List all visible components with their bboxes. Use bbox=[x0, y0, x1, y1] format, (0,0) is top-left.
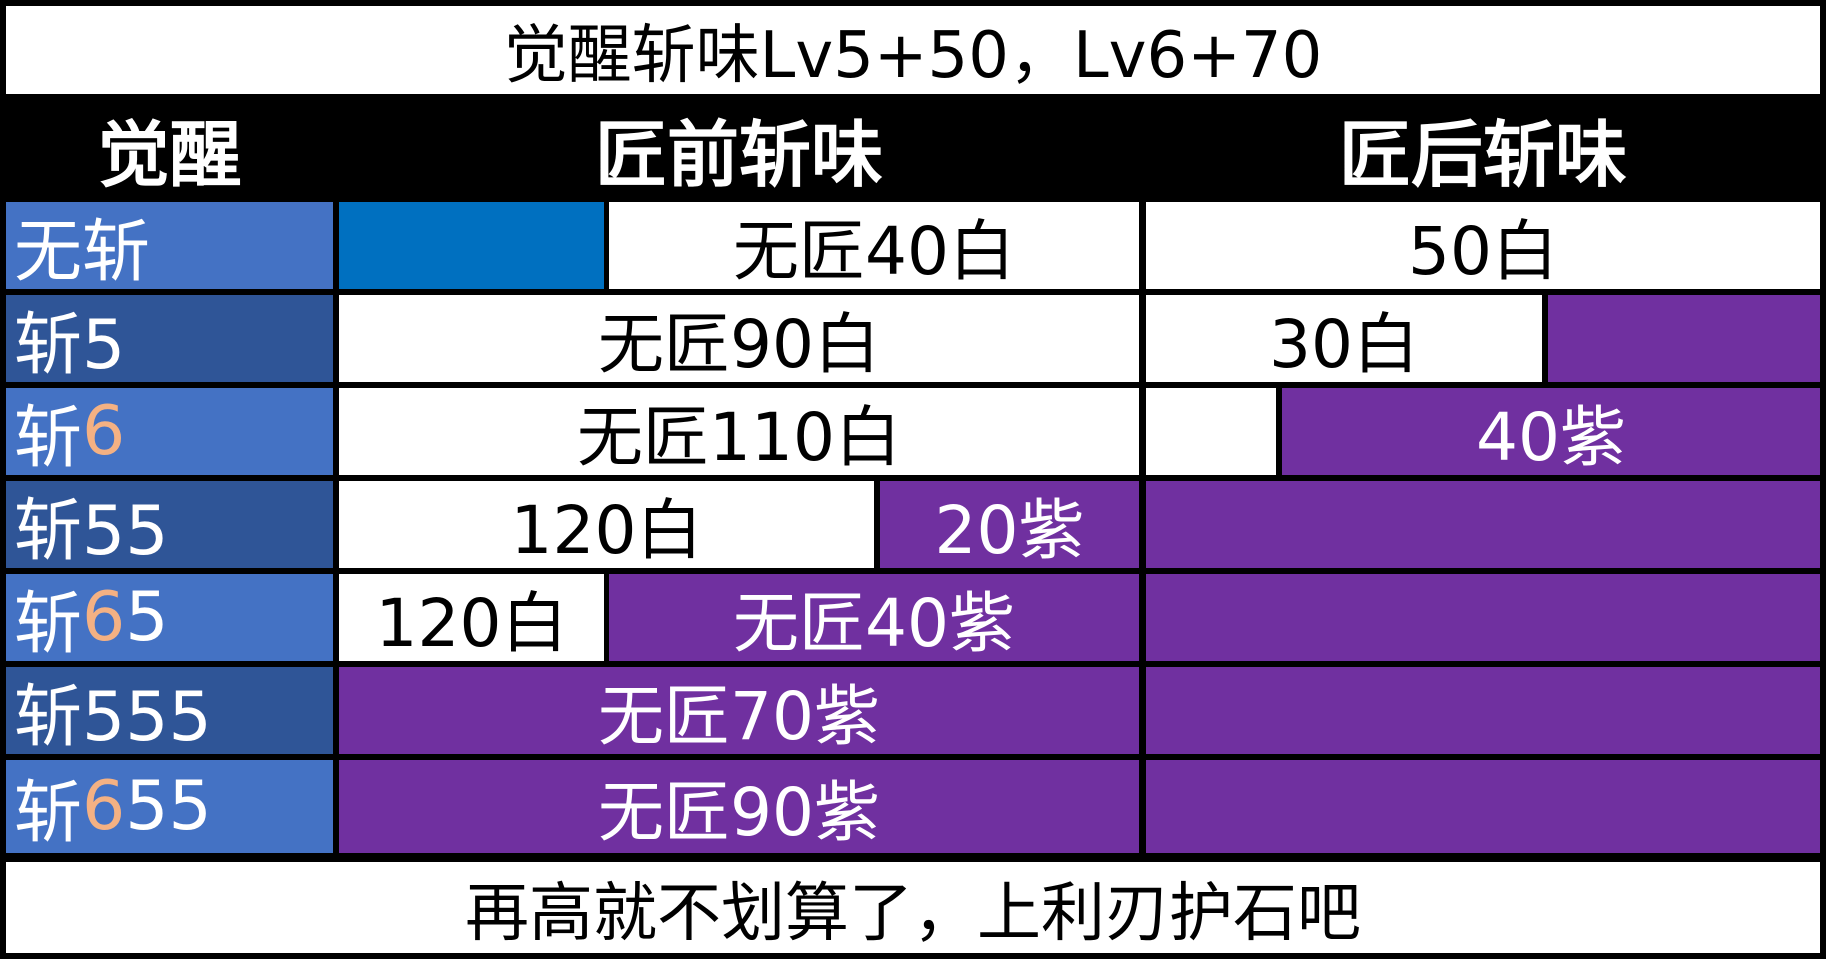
sharpness-purple-segment bbox=[1146, 481, 1820, 568]
header-awakening: 觉醒 bbox=[97, 112, 242, 197]
row-label-prefix: 斩55 bbox=[14, 492, 169, 571]
header-before-handicraft: 匠前斩味 bbox=[594, 112, 883, 197]
header-after-handicraft: 匠后斩味 bbox=[1338, 112, 1627, 197]
sharpness-cell-before-purple: 无匠40紫 bbox=[609, 574, 1139, 662]
row-label-3: 斩55 bbox=[6, 481, 333, 571]
page-title: 觉醒斩味Lv5+50，Lv6+70 bbox=[6, 6, 1820, 94]
sharpness-purple-segment bbox=[1146, 760, 1820, 853]
row-label-prefix: 斩 bbox=[14, 585, 83, 664]
sharpness-cell-before: 无匠90白 bbox=[339, 295, 1139, 383]
sharpness-purple-segment bbox=[1146, 574, 1820, 661]
sharpness-cell-before: 无匠70紫 bbox=[339, 667, 1139, 755]
row-label-suffix: 55 bbox=[125, 767, 212, 846]
row-label-highlight: 6 bbox=[82, 392, 126, 471]
sharpness-cell-before: 无匠110白 bbox=[339, 388, 1139, 476]
sharpness-cell-after-purple: 40紫 bbox=[1282, 388, 1820, 476]
sharpness-white-segment bbox=[1146, 388, 1276, 475]
row-label-prefix: 斩5 bbox=[14, 306, 126, 385]
row-label-6: 斩 6 55 bbox=[6, 760, 333, 853]
sharpness-cell-after: 50白 bbox=[1146, 202, 1820, 290]
sharpness-cell-before: 无匠40白 bbox=[609, 202, 1139, 290]
row-label-prefix: 无斩 bbox=[14, 213, 151, 292]
row-label-highlight: 6 bbox=[82, 578, 126, 657]
sharpness-cell-after-white: 30白 bbox=[1146, 295, 1542, 383]
row-label-prefix: 斩555 bbox=[14, 678, 212, 757]
row-label-0: 无斩 bbox=[6, 202, 333, 292]
sharpness-purple-segment bbox=[1146, 667, 1820, 754]
sharpness-blue-segment bbox=[339, 202, 604, 289]
row-label-prefix: 斩 bbox=[14, 774, 83, 853]
sharpness-cell-before-white: 120白 bbox=[339, 574, 604, 662]
row-label-5: 斩555 bbox=[6, 667, 333, 757]
sharpness-purple-segment bbox=[1548, 295, 1820, 382]
row-label-suffix: 5 bbox=[125, 578, 169, 657]
footer-note: 再高就不划算了，上利刃护石吧 bbox=[6, 862, 1820, 953]
sharpness-cell-before: 无匠90紫 bbox=[339, 760, 1139, 853]
row-label-1: 斩5 bbox=[6, 295, 333, 385]
row-label-prefix: 斩 bbox=[14, 399, 83, 478]
sharpness-cell-before-purple: 20紫 bbox=[880, 481, 1139, 569]
sharpness-cell-before-white: 120白 bbox=[339, 481, 874, 569]
row-label-highlight: 6 bbox=[82, 767, 126, 846]
